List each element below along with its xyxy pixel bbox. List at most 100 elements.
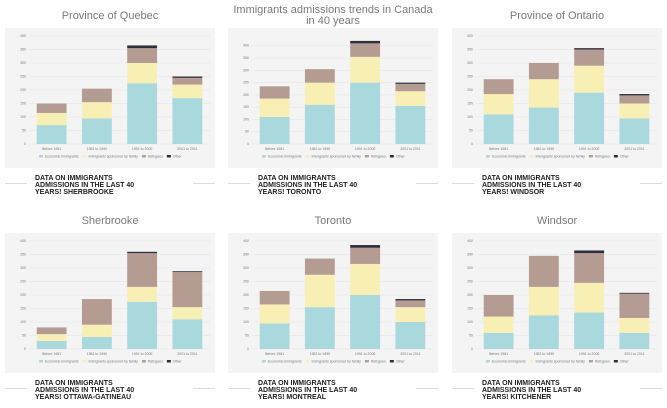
legend-swatch: [486, 360, 490, 363]
legend-swatch: [39, 155, 43, 158]
bar-segment: [483, 332, 514, 349]
bar-segment: [127, 45, 158, 49]
caption-rule: [640, 388, 662, 389]
bar-segment: [259, 98, 290, 117]
y-tick-label: 200: [243, 293, 249, 297]
y-tick-label: 400: [467, 239, 473, 243]
y-tick-label: 300: [243, 68, 249, 72]
bar-segment: [81, 102, 112, 119]
caption-rule: [5, 183, 27, 184]
chart-title: Windsor: [536, 215, 578, 227]
bar-segment: [127, 253, 158, 287]
x-tick-label: 2001 to 2011: [624, 147, 644, 151]
y-tick-label: 50: [469, 333, 473, 337]
chart-panel: Windsor 0 50 100 150 200 250 300 350 400 Before 19…: [452, 208, 662, 408]
bar-segment: [395, 91, 426, 106]
y-tick-label: 250: [243, 279, 249, 283]
bar-segment: [127, 251, 158, 254]
legend-swatch: [529, 360, 534, 363]
legend-swatch: [39, 360, 43, 363]
legend-swatch: [486, 155, 490, 158]
legend-label: Other: [620, 359, 630, 363]
x-tick-label: 1991 to 2000: [132, 352, 152, 356]
bar-segment: [395, 83, 426, 92]
bar-segment: [172, 77, 203, 85]
bar-segment: [574, 312, 605, 349]
bar-segment: [574, 92, 605, 144]
legend-label: Other: [396, 154, 406, 158]
bar-segment: [528, 315, 559, 349]
y-tick-label: 100: [243, 320, 249, 324]
y-tick-label: 400: [243, 239, 249, 243]
chart: 0 50 100 150 200 250 300 350 400 Before 1981 1981 …: [228, 28, 438, 168]
bar-segment: [127, 63, 158, 84]
y-tick-label: 50: [22, 128, 26, 132]
bar-segment: [574, 253, 605, 283]
y-tick-label: 100: [20, 115, 26, 119]
x-tick-label: Before 1981: [265, 147, 284, 151]
y-tick-label: 50: [469, 128, 473, 132]
bar-segment: [36, 103, 67, 113]
caption-rule: [193, 183, 215, 184]
bar-segment: [81, 88, 112, 103]
bar-segment: [528, 79, 559, 108]
caption-rule: [228, 388, 250, 389]
y-tick-label: 300: [243, 266, 249, 270]
y-tick-label: 400: [243, 44, 249, 48]
bar-segment: [259, 304, 290, 324]
y-tick-label: 400: [20, 34, 26, 38]
chart-panel: Province of Quebec 0 50 100 150 200 250 300 350 4…: [5, 3, 215, 203]
bar-segment: [395, 307, 426, 322]
bar-segment: [528, 63, 559, 80]
bar-segment: [259, 323, 290, 349]
caption-rule: [228, 183, 250, 184]
legend-swatch: [141, 360, 146, 363]
x-tick-label: 2001 to 2011: [177, 147, 197, 151]
caption-rule: [452, 388, 474, 389]
y-tick-label: 250: [20, 279, 26, 283]
x-tick-label: 1981 to 1990: [310, 352, 330, 356]
legend-label: Economic immigrants: [45, 359, 79, 363]
legend-label: Economic immigrants: [45, 154, 79, 158]
legend-swatch: [588, 155, 593, 158]
legend-swatch: [613, 155, 618, 158]
legend-swatch: [262, 155, 266, 158]
bar-segment: [528, 255, 559, 287]
bar-segment: [483, 94, 514, 115]
bar-segment: [395, 300, 426, 308]
bar-segment: [395, 82, 426, 84]
y-tick-label: 150: [20, 101, 26, 105]
legend-swatch: [389, 155, 394, 158]
bar-segment: [574, 49, 605, 66]
y-tick-label: 100: [467, 115, 473, 119]
y-tick-label: 100: [20, 320, 26, 324]
x-tick-label: Before 1981: [42, 352, 61, 356]
bar-segment: [483, 295, 514, 317]
legend-label: Other: [396, 359, 406, 363]
chart-title: Province of Ontario: [509, 10, 605, 22]
y-tick-label: 100: [243, 117, 249, 121]
bar-segment: [619, 103, 650, 119]
bar-segment: [259, 86, 290, 99]
chart: 0 50 100 150 200 250 300 350 400 Before 1981 1981 …: [452, 28, 662, 168]
legend-swatch: [588, 360, 593, 363]
legend-label: Refugees: [595, 359, 610, 363]
y-tick-label: 200: [20, 293, 26, 297]
bar-segment: [172, 76, 203, 78]
y-tick-label: 50: [245, 333, 249, 337]
legend-swatch: [166, 360, 171, 363]
bar-segment: [483, 79, 514, 95]
legend-label: Immigrants sponsored by family: [535, 154, 585, 158]
caption: DATA ON IMMIGRANTS ADMISSIONS IN THE LAS…: [35, 380, 135, 401]
bar-segment: [304, 82, 335, 105]
x-tick-label: 1991 to 2000: [579, 147, 599, 151]
legend-label: Immigrants sponsored by family: [88, 154, 138, 158]
y-tick-label: 0: [24, 142, 26, 146]
y-tick-label: 350: [467, 252, 473, 256]
x-tick-label: 1981 to 1990: [534, 352, 554, 356]
chart: 0 50 100 150 200 250 300 350 400 Before 1981 1981 …: [228, 233, 438, 373]
y-tick-label: 0: [471, 347, 473, 351]
legend-label: Other: [173, 154, 183, 158]
y-tick-label: 400: [20, 239, 26, 243]
y-tick-label: 150: [467, 101, 473, 105]
